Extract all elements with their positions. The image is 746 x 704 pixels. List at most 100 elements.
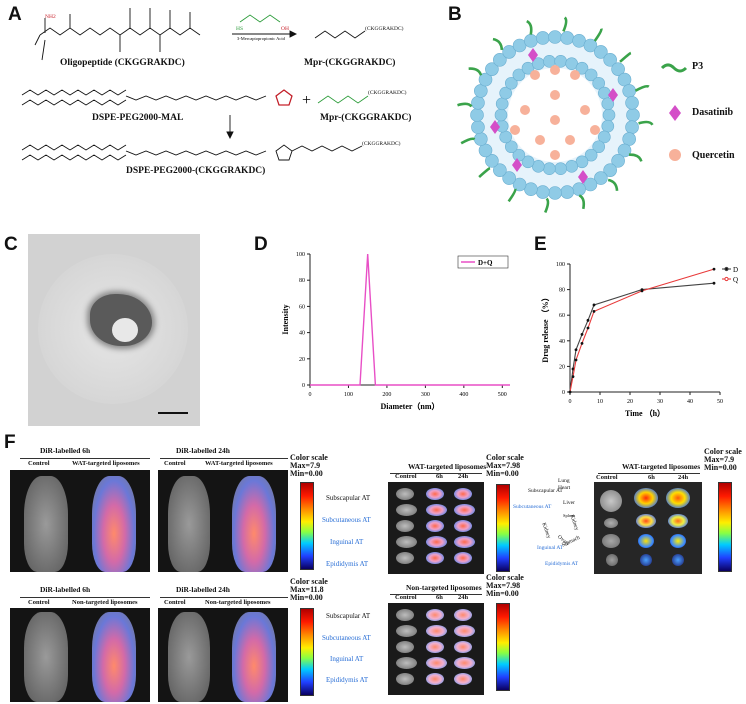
organ-sample	[454, 673, 472, 685]
organ-sample	[396, 625, 417, 637]
organ-sample	[426, 609, 444, 621]
quercetin-dot	[570, 70, 580, 80]
final-tag: (CKGGRAKDC)	[362, 141, 401, 147]
mpr-product-label: Mpr-(CKGGRAKDC)	[304, 58, 396, 68]
x-tick-label: 100	[344, 392, 353, 398]
quercetin-dot	[550, 115, 560, 125]
f-top-scale-min: Min=0.00	[290, 469, 323, 478]
f-right-title: WAT-targeted liposomes	[622, 462, 701, 471]
f-bot-scale-max: Max=11.8	[290, 585, 324, 594]
f-wat-dish-imaging	[388, 482, 484, 574]
oligopeptide-label: Oligopeptide (CKGGRAKDC)	[60, 58, 185, 68]
organ-lung: Lung	[558, 478, 570, 484]
legend-dasatinib: Dasatinib	[692, 107, 734, 118]
p3-ligand	[460, 137, 476, 145]
x-tick-label: 10	[597, 399, 603, 405]
y-tick-label: 40	[559, 339, 565, 345]
x-tick-label: 20	[627, 399, 633, 405]
f-bot-tissue-2: Inguinal AT	[330, 655, 364, 663]
p3-ligand	[526, 19, 533, 35]
series-point-D	[574, 348, 578, 352]
f-top-tissue-0: Subscapular AT	[326, 494, 371, 502]
y-axis-label: Drug release （%）	[540, 293, 550, 362]
x-tick-label: 300	[421, 392, 430, 398]
y-axis-label: Intensity	[281, 304, 290, 334]
organ-sample	[668, 514, 688, 528]
f-tm-col1: Control	[164, 460, 186, 467]
organ-sample	[640, 554, 652, 566]
panel-a-label: A	[8, 4, 22, 25]
organ-kidney-b: Kidney	[540, 522, 552, 540]
y-tick-label: 20	[559, 364, 565, 370]
organ-sample	[396, 536, 417, 548]
f-bl-title: DiR-labelled 6h	[40, 585, 91, 594]
x-tick-label: 40	[687, 399, 693, 405]
organ-epididymis: Epididymis AT	[545, 561, 579, 567]
organ-kidney-a: Kidney	[568, 514, 580, 532]
p3-ligand	[492, 37, 504, 51]
series-line-D+Q	[310, 253, 510, 386]
p3-ligand	[628, 153, 643, 162]
f-top-tissue-2: Inguinal AT	[330, 538, 364, 546]
oh-label: OH	[281, 26, 289, 32]
series-point-Q	[580, 341, 584, 345]
f-wat-scale-title: Color scale	[486, 453, 524, 462]
legend-p3: P3	[692, 61, 704, 72]
p3-ligand	[507, 188, 517, 203]
f-non-dish-title: Non-targeted liposomes	[406, 583, 482, 592]
organ-sample	[670, 534, 686, 548]
p3-ligand	[544, 197, 550, 214]
dasatinib-diamond	[578, 170, 588, 184]
organ-sample	[426, 641, 444, 653]
y-tick-label: 20	[299, 357, 305, 363]
f-bl-col1: Control	[28, 599, 50, 606]
f-right-col0: Control	[596, 474, 618, 481]
f-tm-imaging	[158, 470, 288, 572]
f-non-colorbar	[496, 603, 510, 691]
organ-sample	[638, 534, 654, 548]
f-non-scale-title: Color scale	[486, 573, 524, 582]
organ-sample	[426, 488, 444, 500]
organ-sample	[606, 554, 618, 566]
organ-sample	[426, 520, 444, 532]
series-line-D	[569, 282, 715, 393]
organ-sample	[672, 554, 684, 566]
f-tl-col2: WAT-targeted liposomes	[72, 460, 140, 467]
f-right-col2: 24h	[678, 474, 689, 481]
dasatinib-diamond	[528, 48, 538, 62]
x-tick-label: 0	[569, 399, 572, 405]
p3-ligand	[638, 120, 654, 126]
quercetin-dot	[590, 125, 600, 135]
mpr-reactant-label: Mpr-(CKGGRAKDC)	[320, 113, 412, 123]
p3-ligand	[607, 178, 619, 191]
f-top-tissue-3: Epididymis AT	[326, 560, 369, 568]
quercetin-dot	[580, 105, 590, 115]
organ-sample	[396, 488, 414, 500]
plus-sign: +	[302, 92, 312, 109]
f-bot-tissue-3: Epididymis AT	[326, 676, 369, 684]
green-ligand-icon	[660, 63, 688, 73]
organ-sample	[454, 504, 475, 516]
organ-sample	[426, 504, 447, 516]
legend-marker-D	[724, 266, 729, 272]
nh2-label: NH2	[45, 14, 56, 20]
organ-sample	[454, 625, 475, 637]
mpr-tag: (CKGGRAKDC)	[365, 26, 404, 32]
f-right-scale-title: Color scale	[704, 447, 742, 456]
f-tl-title: DiR-labelled 6h	[40, 446, 91, 455]
p3-ligand	[562, 16, 568, 32]
quercetin-dot	[520, 105, 530, 115]
y-tick-label: 0	[562, 390, 565, 396]
quercetin-dot	[550, 90, 560, 100]
chart-e: 0 10 20 30 40 50 0 20 40 60 80 100 Time （h） Drug rele…	[540, 262, 738, 418]
organ-sample	[396, 657, 417, 669]
series-point-Q	[571, 375, 575, 379]
f-wat-scale-max: Max=7.98	[486, 461, 521, 470]
organ-heart: Heart	[558, 485, 571, 491]
chart-d: 0 100 200 300 400 500 0 20 40 60 80 100 Diameter（nm）…	[281, 252, 510, 411]
panel-c-label: C	[4, 234, 18, 255]
f-wat-dish-title: WAT-targeted liposomes	[408, 462, 487, 471]
f-bot-scale-min: Min=0.00	[290, 593, 323, 602]
f-wat-dish-col2: 24h	[458, 473, 469, 480]
f-wat-scale-min: Min=0.00	[486, 469, 519, 478]
